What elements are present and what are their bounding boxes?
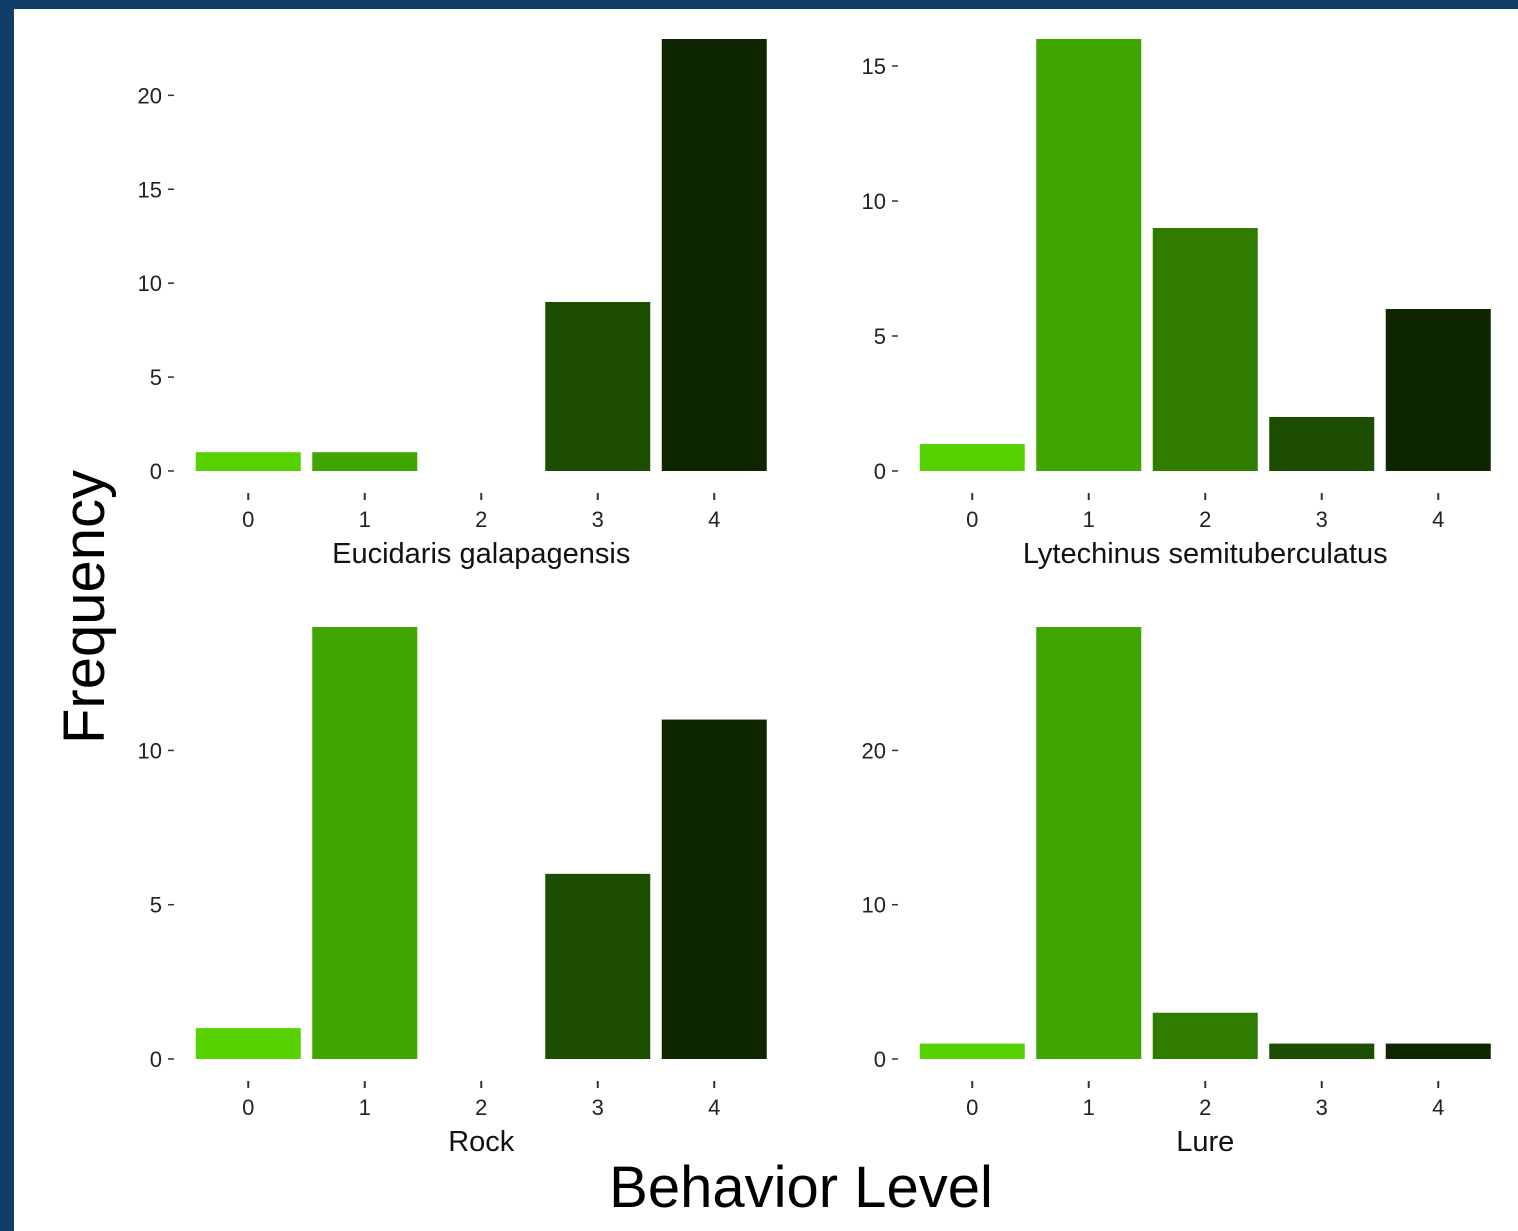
x-tick-label: 0	[242, 507, 254, 532]
panel-1: 0 5 10 15 20 0 1 2 3 4 Eucidaris galapagensis	[138, 39, 767, 570]
x-tick-label: 0	[966, 1095, 978, 1120]
y-tick-label: 15	[862, 54, 886, 79]
x-tick-label: 2	[475, 1095, 487, 1120]
y-tick-label: 0	[150, 1047, 162, 1072]
x-tick-label: 3	[592, 507, 604, 532]
x-tick-label: 3	[592, 1095, 604, 1120]
bar-level-3	[1269, 1043, 1375, 1059]
y-tick-label: 0	[874, 1047, 886, 1072]
x-tick-label: 4	[1432, 1095, 1444, 1120]
bar-level-3	[545, 301, 651, 471]
y-tick-label: 20	[138, 83, 162, 108]
y-tick-label: 10	[862, 893, 886, 918]
bar-level-4	[661, 39, 767, 471]
y-tick-label: 5	[874, 324, 886, 349]
x-tick-label: 4	[1432, 507, 1444, 532]
bar-level-4	[1385, 309, 1491, 471]
y-tick-label: 0	[874, 459, 886, 484]
bar-level-4	[1385, 1043, 1491, 1059]
panel-label: Rock	[448, 1126, 515, 1158]
panel-label: Eucidaris galapagensis	[332, 538, 630, 570]
panel-3: 0 5 10 0 1 2 3 4 Rock	[138, 627, 767, 1158]
bar-level-3	[545, 873, 651, 1059]
y-tick-label: 20	[862, 738, 886, 763]
bar-level-1	[1036, 39, 1142, 471]
bar-level-1	[312, 627, 418, 1059]
bar-level-1	[312, 452, 418, 471]
x-tick-label: 1	[359, 507, 371, 532]
y-tick-label: 10	[138, 271, 162, 296]
y-tick-label: 15	[138, 177, 162, 202]
bar-level-0	[919, 444, 1025, 471]
bar-level-2	[1152, 228, 1258, 471]
y-tick-label: 10	[862, 189, 886, 214]
x-tick-label: 2	[475, 507, 487, 532]
figure-frame: 0 5 10 15 20 0 1 2 3 4 Eucidaris galapagensis 0 5 10 1…	[14, 9, 1518, 1231]
panel-2: 0 5 10 15 0 1 2 3 4 Lytechinus semituberculatus	[862, 39, 1491, 570]
x-tick-label: 2	[1199, 1095, 1211, 1120]
bar-level-1	[1036, 627, 1142, 1059]
x-tick-label: 1	[1083, 507, 1095, 532]
y-tick-label: 0	[150, 459, 162, 484]
panel-label: Lytechinus semituberculatus	[1023, 538, 1388, 570]
x-tick-label: 4	[708, 507, 720, 532]
bar-level-2	[1152, 1012, 1258, 1059]
panel-4: 0 10 20 0 1 2 3 4 Lure	[862, 627, 1491, 1158]
x-tick-label: 1	[359, 1095, 371, 1120]
bar-level-4	[661, 719, 767, 1059]
y-tick-label: 5	[150, 365, 162, 390]
bar-level-0	[195, 452, 301, 471]
bar-level-0	[919, 1043, 1025, 1059]
x-tick-label: 0	[242, 1095, 254, 1120]
panel-label: Lure	[1176, 1126, 1234, 1158]
bar-level-3	[1269, 417, 1375, 471]
x-tick-label: 2	[1199, 507, 1211, 532]
bar-level-0	[195, 1028, 301, 1059]
x-tick-label: 4	[708, 1095, 720, 1120]
y-axis-title: Frequency	[52, 470, 117, 744]
y-tick-label: 5	[150, 893, 162, 918]
x-tick-label: 0	[966, 507, 978, 532]
x-tick-label: 3	[1316, 1095, 1328, 1120]
y-tick-label: 10	[138, 738, 162, 763]
x-tick-label: 3	[1316, 507, 1328, 532]
x-axis-title: Behavior Level	[609, 1155, 993, 1220]
x-tick-label: 1	[1083, 1095, 1095, 1120]
